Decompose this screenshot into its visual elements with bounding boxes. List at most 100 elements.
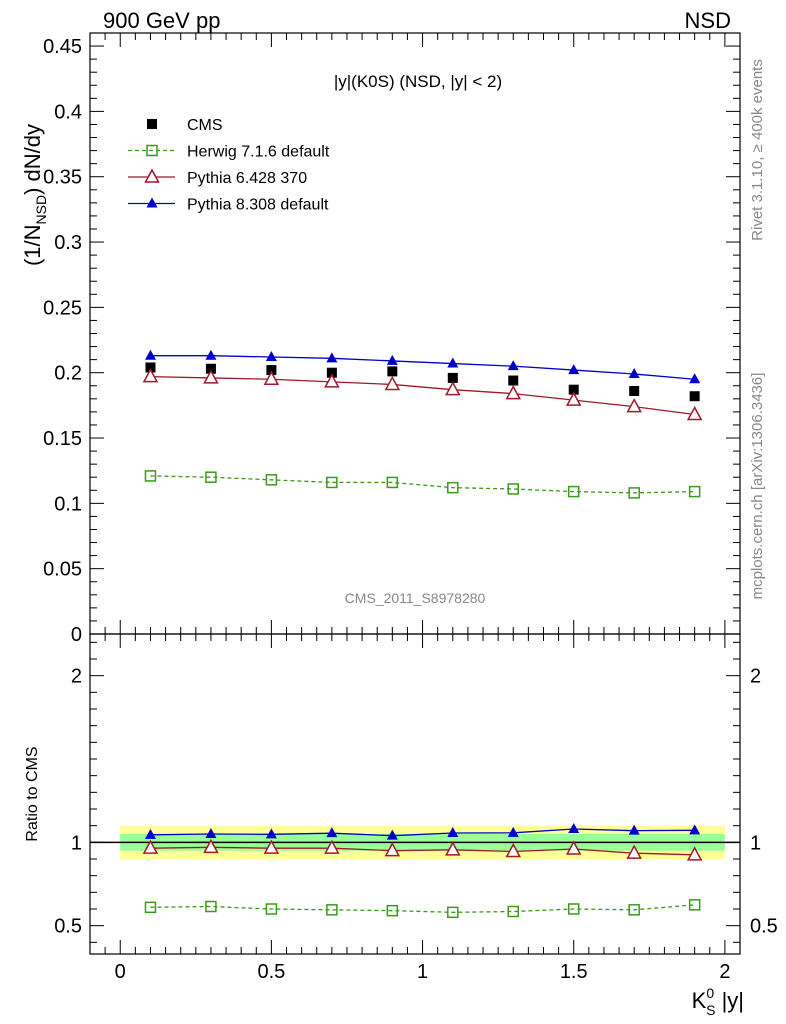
main-y-tick-label: 0	[71, 624, 82, 646]
main-y-label-sub: NSD	[33, 195, 49, 225]
main-cms-point	[629, 385, 640, 396]
main-y-axis-label: (1/NNSD) dN/dy	[20, 124, 49, 266]
main-y-tick-label: 0.45	[43, 36, 82, 58]
ratio-herwig-point	[507, 905, 520, 918]
ratio-pythia8-point	[326, 827, 338, 838]
main-title: |y|(K0S) (NSD, |y| < 2)	[334, 72, 502, 91]
ratio-pythia6-point	[142, 839, 159, 854]
ratio-y-tick-label-right: 2	[750, 666, 761, 688]
main-herwig-point	[144, 470, 157, 482]
x-tick-label: 2	[719, 961, 730, 983]
main-y-tick-label: 0.1	[54, 493, 82, 515]
main-herwig-point	[205, 471, 217, 483]
x-tick-label: 1	[417, 961, 428, 983]
main-y-label-tail: ) dN/dy	[20, 124, 45, 195]
legend-marker-herwig	[146, 144, 158, 157]
ratio-pythia8-point	[507, 826, 519, 837]
main-y-tick-label: 0.15	[43, 428, 82, 450]
ratio-pythia6-point	[686, 846, 703, 861]
header-left: 900 GeV pp	[103, 8, 220, 33]
ratio-y-tick-label-right: 1	[750, 832, 761, 854]
ratio-y-tick-label: 1	[71, 832, 82, 854]
ratio-y-tick-label: 2	[71, 666, 82, 688]
ratio-pythia6-point	[565, 840, 582, 855]
ratio-pythia6-point	[203, 838, 219, 854]
analysis-watermark: CMS_2011_S8978280	[345, 590, 486, 606]
ratio-herwig-point	[265, 903, 278, 915]
main-y-tick-label: 0.3	[54, 232, 82, 254]
legend-marker-pythia6	[144, 168, 160, 183]
main-pythia8-point	[265, 351, 277, 362]
main-pythia6-point	[203, 369, 219, 384]
ratio-pythia6-point	[505, 842, 522, 858]
ratio-y-tick-label-right: 0.5	[750, 916, 778, 938]
ratio-herwig-point	[688, 899, 701, 911]
main-pythia8-point	[326, 352, 338, 363]
x-axis-label: K0 S |y|	[692, 985, 744, 1018]
ratio-herwig-point	[628, 904, 640, 916]
ratio-herwig-point	[386, 904, 399, 917]
x-tick-label: 0	[115, 961, 126, 983]
header-right: NSD	[685, 8, 731, 33]
ratio-herwig-point	[144, 901, 157, 914]
legend-label-pythia6: Pythia 6.428 370	[187, 170, 307, 187]
ratio-pythia6-point	[626, 844, 642, 859]
ratio-herwig-point	[326, 904, 338, 916]
main-pythia6-point	[505, 385, 522, 400]
x-label-sub: S	[706, 1002, 715, 1018]
main-pythia6-point	[565, 391, 582, 406]
main-pythia8-point	[144, 349, 156, 360]
ratio-pythia6-point	[384, 842, 401, 857]
main-pythia8-point	[568, 364, 580, 375]
main-y-tick-label: 0.2	[54, 363, 82, 385]
main-pythia8-point	[628, 368, 640, 379]
main-pythia8-point	[689, 373, 701, 384]
main-herwig-point	[507, 483, 520, 495]
ratio-pythia8-point	[386, 829, 398, 840]
main-herwig-line	[150, 475, 695, 494]
main-cms-point	[205, 363, 216, 374]
ratio-herwig-point	[205, 900, 217, 913]
ratio-pythia6-line	[150, 846, 695, 856]
legend-marker-pythia8	[146, 197, 158, 208]
x-label-tail: |y|	[715, 988, 744, 1013]
ratio-pythia8-point	[568, 823, 580, 833]
ratio-pythia8-point	[689, 824, 701, 835]
main-pythia6-point	[384, 375, 401, 391]
main-cms-point	[447, 372, 458, 383]
ratio-y-axis-label: Ratio to CMS	[24, 746, 41, 841]
x-tick-label: 1.5	[560, 961, 588, 983]
main-pythia6-line	[150, 375, 695, 416]
main-pythia6-point	[263, 370, 280, 385]
legend-label-cms: CMS	[187, 117, 223, 134]
main-pythia6-point	[445, 381, 461, 396]
main-herwig-point	[628, 487, 640, 499]
ratio-pythia8-point	[628, 824, 640, 835]
ratio-pythia6-point	[445, 841, 461, 856]
mcplots-side-label: mcplots.cern.ch [arXiv:1306.3436]	[749, 373, 766, 600]
main-cms-point	[266, 365, 277, 376]
ratio-pythia8-point	[205, 828, 217, 838]
main-cms-point	[508, 375, 519, 386]
main-pythia6-point	[686, 405, 703, 421]
ratio-pythia8-point	[144, 828, 156, 839]
main-y-tick-label: 0.25	[43, 297, 82, 319]
ratio-pythia6-point	[324, 839, 340, 854]
ratio-herwig-point	[567, 903, 580, 915]
main-pythia8-point	[205, 349, 217, 360]
main-cms-point	[326, 367, 337, 378]
main-herwig-point	[688, 485, 701, 498]
main-cms-point	[568, 384, 579, 395]
legend-marker-cms	[147, 119, 157, 129]
legend-label-pythia8: Pythia 8.308 default	[187, 197, 329, 214]
main-pythia8-line	[150, 355, 695, 380]
main-herwig-point	[326, 476, 338, 489]
main-pythia8-point	[447, 357, 459, 368]
ratio-pythia8-point	[447, 827, 459, 837]
ratio-pythia8-line	[150, 828, 695, 837]
rivet-side-label: Rivet 3.1.10, ≥ 400k events	[749, 59, 766, 241]
ratio-herwig-point	[447, 906, 459, 919]
main-y-label-main: (1/N	[20, 224, 45, 266]
ratio-y-tick-label: 0.5	[54, 916, 82, 938]
